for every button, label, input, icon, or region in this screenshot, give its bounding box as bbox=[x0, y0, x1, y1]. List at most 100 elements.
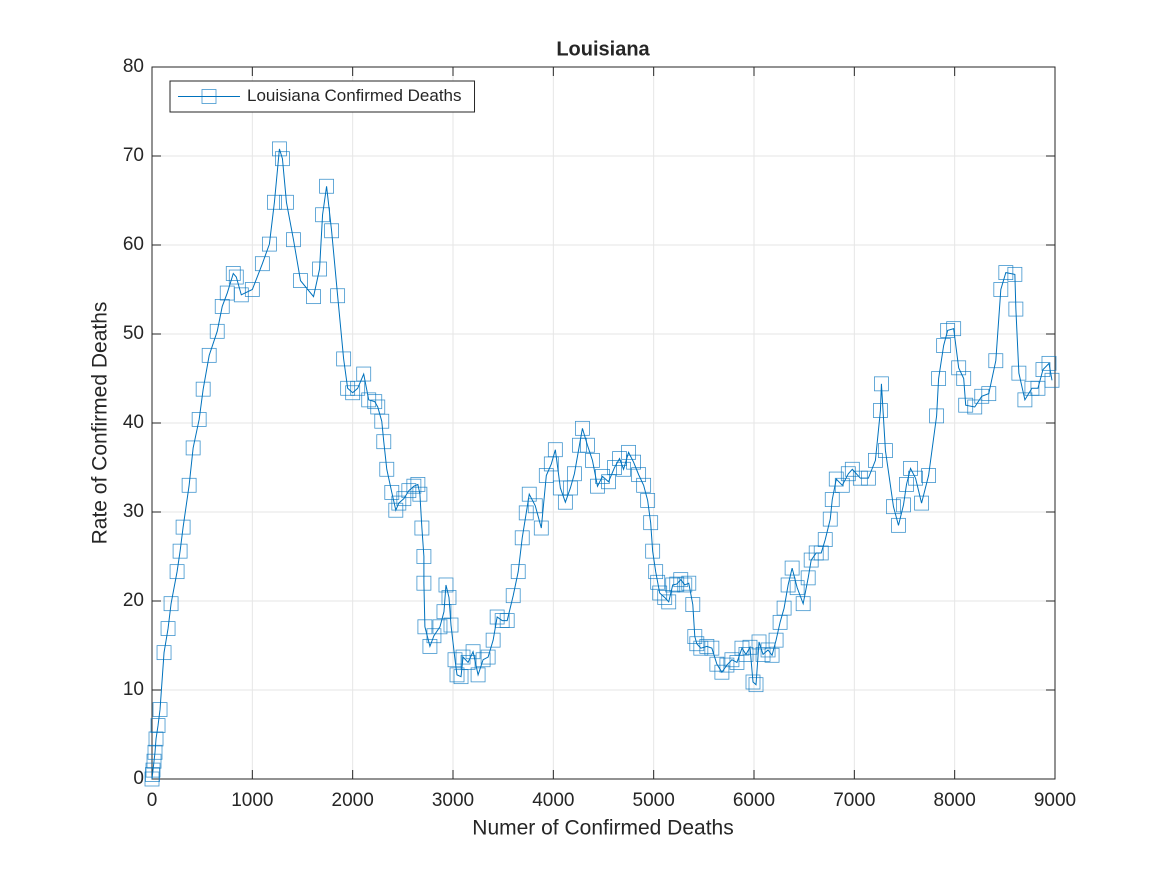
data-marker bbox=[272, 141, 287, 157]
data-marker bbox=[414, 520, 430, 536]
data-marker bbox=[755, 647, 771, 662]
x-tick-label: 4000 bbox=[532, 790, 574, 811]
data-marker bbox=[1007, 266, 1023, 282]
data-marker bbox=[209, 323, 225, 339]
data-marker bbox=[657, 590, 673, 605]
data-marker bbox=[689, 636, 705, 652]
data-marker bbox=[201, 347, 217, 363]
data-marker bbox=[345, 385, 361, 401]
data-marker bbox=[824, 492, 840, 507]
x-tick-label: 5000 bbox=[633, 790, 675, 811]
data-marker bbox=[631, 467, 647, 483]
data-marker bbox=[914, 495, 929, 511]
data-marker bbox=[874, 376, 889, 392]
data-marker bbox=[315, 207, 330, 223]
data-marker bbox=[416, 575, 432, 591]
data-marker bbox=[443, 617, 459, 633]
data-marker bbox=[789, 580, 805, 596]
data-marker bbox=[685, 597, 701, 612]
data-marker bbox=[367, 394, 383, 410]
data-marker bbox=[214, 299, 230, 314]
data-marker bbox=[279, 194, 294, 210]
data-marker bbox=[191, 412, 207, 427]
data-marker bbox=[567, 466, 582, 482]
x-tick-label: 6000 bbox=[733, 790, 775, 811]
data-marker bbox=[764, 647, 780, 663]
data-marker bbox=[156, 645, 172, 661]
data-marker bbox=[673, 572, 689, 588]
data-marker bbox=[306, 289, 321, 305]
data-marker bbox=[575, 420, 590, 436]
data-marker bbox=[1044, 372, 1060, 388]
data-marker bbox=[146, 753, 162, 769]
data-marker bbox=[505, 588, 521, 604]
data-marker bbox=[172, 543, 188, 559]
data-marker bbox=[1011, 365, 1027, 381]
data-marker bbox=[374, 413, 390, 429]
data-marker bbox=[626, 454, 641, 470]
x-tick-label: 0 bbox=[147, 790, 158, 811]
data-marker bbox=[993, 282, 1009, 297]
data-marker bbox=[510, 564, 526, 580]
data-marker bbox=[590, 478, 605, 494]
data-marker bbox=[643, 515, 659, 531]
data-marker bbox=[988, 353, 1004, 369]
data-marker bbox=[868, 452, 883, 468]
data-marker bbox=[376, 434, 392, 450]
data-marker bbox=[951, 360, 967, 376]
data-marker bbox=[751, 634, 767, 650]
data-marker bbox=[860, 470, 876, 486]
data-marker bbox=[899, 477, 914, 492]
data-marker bbox=[340, 380, 356, 396]
data-marker bbox=[465, 644, 481, 660]
data-marker bbox=[998, 265, 1014, 280]
data-marker bbox=[150, 718, 166, 733]
y-tick-label: 0 bbox=[133, 768, 144, 789]
data-marker bbox=[896, 497, 911, 513]
data-marker bbox=[416, 549, 432, 564]
data-marker bbox=[621, 444, 636, 460]
data-marker bbox=[822, 511, 838, 527]
data-marker bbox=[585, 452, 600, 468]
y-tick-label: 20 bbox=[123, 590, 144, 611]
data-marker bbox=[665, 577, 681, 593]
data-marker bbox=[225, 266, 241, 281]
data-marker bbox=[489, 609, 505, 625]
data-marker bbox=[527, 498, 543, 514]
data-marker bbox=[547, 442, 563, 458]
data-marker bbox=[795, 596, 811, 612]
data-marker bbox=[412, 486, 428, 502]
y-tick-label: 50 bbox=[123, 323, 144, 344]
data-marker bbox=[936, 338, 952, 353]
x-tick-label: 3000 bbox=[432, 790, 474, 811]
data-marker bbox=[160, 621, 176, 636]
legend-label: Louisiana Confirmed Deaths bbox=[247, 86, 462, 105]
data-marker bbox=[228, 269, 244, 285]
data-marker bbox=[681, 575, 697, 591]
y-tick-label: 10 bbox=[123, 679, 144, 700]
y-tick-label: 70 bbox=[123, 145, 144, 166]
data-marker bbox=[719, 657, 735, 673]
data-marker bbox=[410, 477, 426, 492]
data-marker bbox=[780, 577, 796, 593]
data-marker bbox=[768, 632, 784, 648]
data-marker bbox=[145, 767, 160, 782]
data-marker bbox=[152, 702, 168, 717]
data-marker bbox=[406, 478, 422, 494]
y-tick-label: 80 bbox=[123, 56, 144, 77]
data-marker bbox=[275, 151, 290, 167]
data-marker bbox=[840, 466, 856, 482]
data-marker bbox=[336, 351, 352, 367]
y-tick-label: 40 bbox=[123, 412, 144, 433]
data-marker bbox=[709, 656, 725, 672]
data-marker bbox=[891, 517, 906, 533]
y-tick-label: 30 bbox=[123, 501, 144, 522]
data-marker bbox=[940, 323, 956, 338]
data-marker bbox=[195, 381, 211, 397]
data-marker bbox=[878, 443, 893, 458]
data-marker bbox=[834, 477, 850, 493]
data-marker bbox=[319, 178, 334, 194]
data-marker bbox=[485, 632, 501, 648]
data-marker bbox=[391, 495, 407, 511]
